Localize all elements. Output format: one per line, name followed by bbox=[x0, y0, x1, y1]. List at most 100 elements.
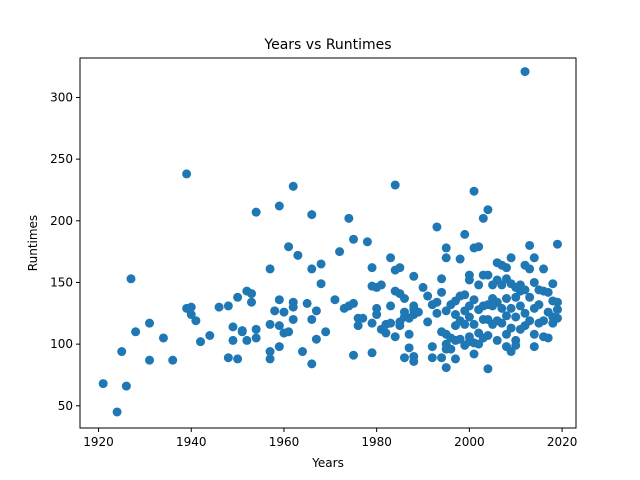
data-point bbox=[274, 295, 284, 305]
data-point bbox=[145, 355, 155, 365]
data-point bbox=[349, 350, 358, 360]
data-point bbox=[367, 263, 377, 273]
data-point bbox=[437, 353, 447, 363]
data-point bbox=[492, 335, 502, 345]
data-point bbox=[251, 333, 261, 343]
data-point bbox=[279, 307, 289, 317]
data-point bbox=[497, 280, 507, 290]
data-point bbox=[520, 285, 530, 295]
y-axis: 50 100 150 200 250 300 bbox=[50, 90, 80, 413]
data-point bbox=[98, 379, 108, 389]
data-point bbox=[372, 303, 382, 313]
data-point bbox=[460, 290, 470, 300]
data-point bbox=[288, 314, 298, 324]
data-point bbox=[112, 407, 122, 417]
y-tick-label: 250 bbox=[50, 152, 73, 166]
data-point bbox=[492, 297, 502, 307]
data-point bbox=[427, 353, 437, 363]
x-tick-label: 2020 bbox=[547, 435, 578, 449]
data-point bbox=[168, 355, 178, 365]
data-point bbox=[427, 342, 437, 352]
data-point bbox=[432, 308, 442, 318]
data-point bbox=[307, 264, 317, 274]
x-tick-label: 2000 bbox=[454, 435, 485, 449]
data-point bbox=[362, 237, 372, 247]
data-point bbox=[205, 331, 215, 340]
data-point bbox=[242, 335, 252, 345]
data-point bbox=[543, 287, 553, 297]
data-point bbox=[311, 306, 321, 316]
data-point bbox=[552, 313, 562, 323]
data-point bbox=[376, 280, 386, 290]
data-point bbox=[404, 329, 414, 339]
data-point bbox=[511, 312, 521, 322]
data-point bbox=[251, 324, 261, 334]
data-point bbox=[298, 347, 307, 357]
data-point bbox=[265, 264, 275, 274]
data-point bbox=[214, 302, 224, 312]
data-point bbox=[529, 329, 539, 339]
data-point bbox=[464, 275, 474, 285]
data-point bbox=[265, 354, 275, 364]
data-point bbox=[288, 302, 298, 312]
data-point bbox=[455, 254, 465, 264]
data-point bbox=[381, 328, 391, 338]
data-point bbox=[469, 295, 479, 305]
x-tick-label: 1940 bbox=[176, 435, 207, 449]
plot-frame bbox=[79, 57, 577, 429]
data-point bbox=[349, 234, 358, 244]
data-point bbox=[552, 239, 562, 249]
data-point bbox=[223, 301, 233, 311]
data-point bbox=[506, 323, 516, 333]
data-point bbox=[539, 264, 549, 274]
y-tick-label: 50 bbox=[58, 399, 73, 413]
data-point bbox=[182, 169, 192, 179]
data-point bbox=[525, 292, 535, 302]
data-point bbox=[520, 308, 530, 318]
data-point bbox=[307, 359, 317, 369]
data-point bbox=[539, 316, 549, 326]
data-point bbox=[437, 287, 447, 297]
data-point bbox=[251, 207, 261, 217]
data-point bbox=[284, 242, 294, 252]
data-point bbox=[441, 363, 451, 373]
data-point bbox=[469, 349, 479, 359]
data-point bbox=[455, 334, 465, 344]
data-point bbox=[316, 279, 326, 289]
data-point bbox=[464, 312, 474, 322]
data-point bbox=[409, 356, 419, 366]
data-point bbox=[233, 354, 243, 364]
data-point bbox=[529, 253, 539, 263]
data-point bbox=[247, 289, 257, 299]
data-point bbox=[390, 180, 400, 190]
data-point bbox=[497, 318, 507, 328]
data-point bbox=[274, 201, 284, 211]
y-tick-label: 150 bbox=[50, 275, 73, 289]
data-point bbox=[450, 310, 460, 320]
x-tick-label: 1960 bbox=[269, 435, 300, 449]
data-point bbox=[441, 243, 451, 253]
data-point bbox=[126, 274, 136, 284]
data-point bbox=[464, 301, 474, 311]
data-point bbox=[506, 303, 516, 313]
data-point bbox=[399, 294, 409, 303]
x-tick-label: 1920 bbox=[83, 435, 114, 449]
data-point bbox=[158, 333, 168, 343]
data-point bbox=[548, 279, 558, 289]
data-point bbox=[321, 327, 331, 337]
data-point bbox=[265, 347, 275, 357]
chart-title: Years vs Runtimes bbox=[263, 37, 391, 53]
data-point bbox=[501, 311, 511, 321]
data-point bbox=[441, 306, 451, 316]
data-point bbox=[460, 229, 470, 239]
y-axis-label: Runtimes bbox=[26, 215, 40, 271]
data-point bbox=[423, 291, 433, 301]
data-point bbox=[525, 264, 535, 274]
data-point bbox=[413, 307, 423, 317]
data-point bbox=[399, 353, 409, 363]
data-point bbox=[552, 305, 562, 315]
data-point bbox=[474, 242, 484, 252]
data-point bbox=[478, 213, 488, 223]
data-point bbox=[469, 319, 479, 329]
